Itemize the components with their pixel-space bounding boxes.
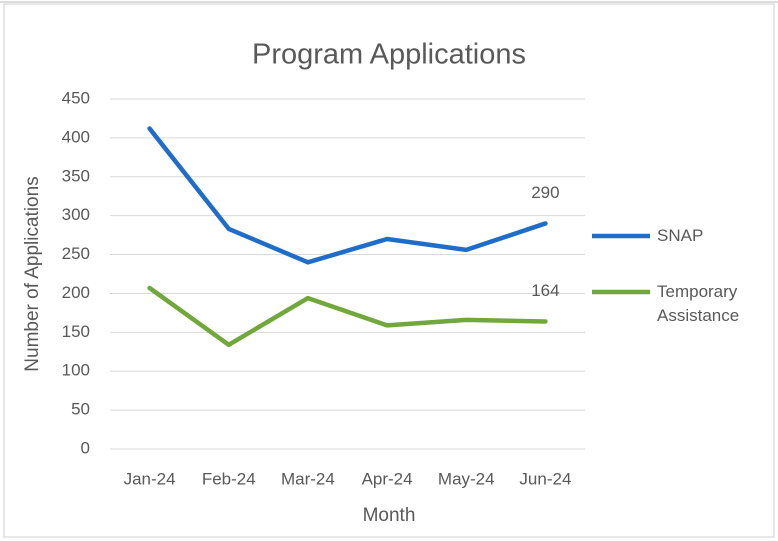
y-tick-label: 100 [62,361,90,380]
x-tick-label: Apr-24 [362,469,413,488]
legend-label: SNAP [657,226,704,245]
chart-title: Program Applications [252,39,526,71]
y-tick-label: 0 [81,438,90,457]
y-tick-label: 150 [62,322,90,341]
y-tick-label: 250 [62,244,90,263]
y-tick-label: 350 [62,166,90,185]
y-tick-label: 200 [62,283,90,302]
y-tick-label: 300 [62,205,90,224]
series-line [147,126,548,265]
data-label: 290 [531,183,559,202]
y-axis-title: Number of Applications [22,176,43,371]
x-tick-label: Feb-24 [202,469,256,488]
x-tick-label: Mar-24 [281,469,335,488]
x-tick-label: May-24 [438,469,495,488]
y-tick-label: 400 [62,127,90,146]
series-line [147,285,548,348]
y-tick-label: 450 [62,88,90,107]
legend-label: Temporary Assistance [657,282,740,325]
x-tick-label: Jun-24 [519,469,571,488]
data-label: 164 [531,281,559,300]
y-tick-label: 50 [71,400,90,419]
x-tick-label: Jan-24 [124,469,176,488]
chart-frame [3,3,775,538]
x-axis-title: Month [363,505,416,526]
